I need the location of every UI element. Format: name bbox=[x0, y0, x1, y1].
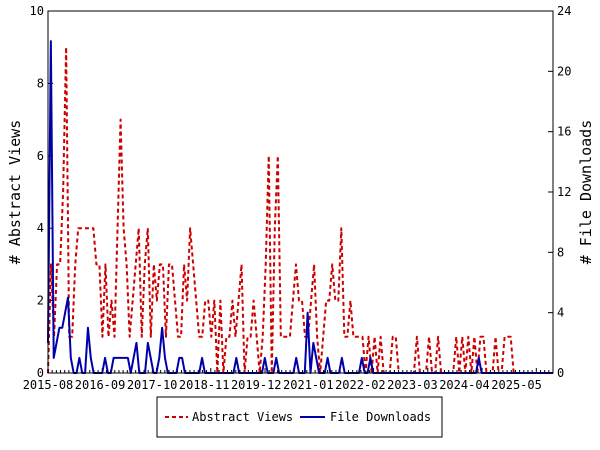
x-tick-label: 2018-11 bbox=[179, 378, 230, 392]
y-tick-label: 10 bbox=[30, 4, 44, 18]
y2-axis-ticks: 0 4 8 12 16 20 24 bbox=[548, 4, 571, 380]
y2-tick-label: 24 bbox=[557, 4, 571, 18]
x-tick-label: 2025-05 bbox=[491, 378, 542, 392]
x-tick-label: 2015-08 bbox=[23, 378, 74, 392]
series-line-file-downloads bbox=[47, 40, 553, 374]
y2-tick-label: 0 bbox=[557, 366, 564, 380]
legend-label-abstract-views: Abstract Views bbox=[192, 410, 293, 424]
x-tick-label: 2021-01 bbox=[283, 378, 334, 392]
x-tick-label: 2016-09 bbox=[75, 378, 126, 392]
x-tick-label: 2023-03 bbox=[387, 378, 438, 392]
x-tick-label: 2019-12 bbox=[231, 378, 282, 392]
y2-axis-title: # File Downloads bbox=[577, 120, 595, 265]
x-tick-label: 2022-02 bbox=[335, 378, 386, 392]
y-axis-title: # Abstract Views bbox=[6, 120, 24, 265]
x-tick-label: 2024-04 bbox=[439, 378, 490, 392]
series-line-abstract-views bbox=[47, 46, 553, 374]
x-tick-label: 2017-10 bbox=[127, 378, 178, 392]
y-axis-ticks: 0 2 4 6 8 10 bbox=[30, 4, 53, 380]
y2-tick-label: 4 bbox=[557, 306, 564, 320]
y2-tick-label: 16 bbox=[557, 125, 571, 139]
legend-box bbox=[156, 396, 443, 438]
series-layer bbox=[47, 40, 553, 374]
y-tick-label: 8 bbox=[37, 76, 44, 90]
legend: Abstract Views File Downloads bbox=[156, 396, 443, 438]
y2-tick-label: 8 bbox=[557, 245, 564, 259]
y-tick-label: 0 bbox=[37, 366, 44, 380]
y-tick-label: 6 bbox=[37, 149, 44, 163]
y-tick-label: 4 bbox=[37, 221, 44, 235]
y-tick-label: 2 bbox=[37, 294, 44, 308]
y2-tick-label: 20 bbox=[557, 64, 571, 78]
legend-label-file-downloads: File Downloads bbox=[330, 410, 431, 424]
y2-tick-label: 12 bbox=[557, 185, 571, 199]
plot-frame bbox=[47, 10, 554, 374]
